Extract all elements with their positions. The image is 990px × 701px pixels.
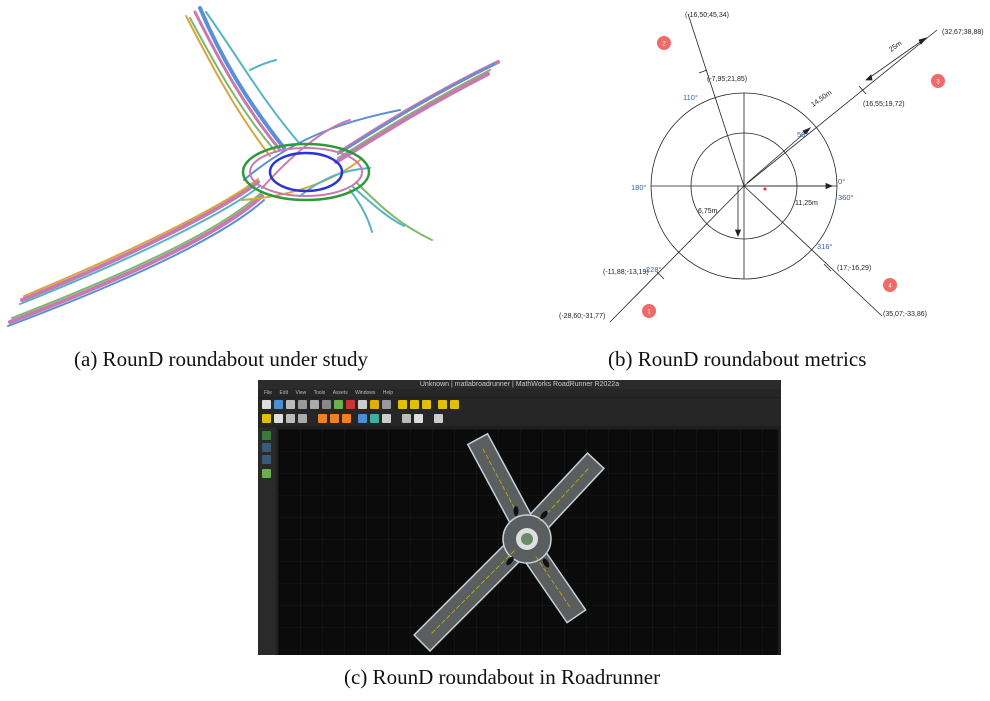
junction-icon[interactable]: [298, 400, 307, 409]
building-icon[interactable]: [342, 414, 351, 423]
roundabout-icon[interactable]: [286, 400, 295, 409]
caption-b: (b) RounD roundabout metrics: [608, 347, 867, 371]
svg-text:228°: 228°: [646, 265, 662, 274]
tree-icon[interactable]: [330, 414, 339, 423]
menu-edit[interactable]: Edit: [279, 390, 289, 396]
badge-2: 2: [662, 42, 666, 48]
svg-text:6,75m: 6,75m: [698, 208, 718, 215]
svg-text:14,50m: 14,50m: [810, 89, 833, 108]
lane-merge-icon[interactable]: [450, 400, 459, 409]
caption-a: (a) RounD roundabout under study: [74, 347, 368, 371]
lane-add-icon[interactable]: [410, 400, 419, 409]
badges: 2 3 1 4: [642, 36, 945, 318]
roundabout-scene: [278, 429, 778, 655]
svg-text:25m: 25m: [888, 40, 903, 54]
svg-text:(17;-16,29): (17;-16,29): [837, 265, 871, 272]
side-tool-3-icon[interactable]: [262, 455, 271, 464]
side-tool-1-icon[interactable]: [262, 431, 271, 440]
distance-labels: 25m 14,50m 11,25m 6,75m: [698, 40, 903, 215]
svg-text:360°: 360°: [838, 193, 854, 202]
svg-text:316°: 316°: [817, 242, 833, 251]
toolbar-row-1: [258, 398, 781, 412]
menu-tools[interactable]: Tools: [313, 390, 326, 396]
cone-icon[interactable]: [318, 414, 327, 423]
menu-help[interactable]: Help: [382, 390, 394, 396]
barrier-icon[interactable]: [298, 414, 307, 423]
coordinate-labels: (-16,50;45,34) (-7,95;21,85) (32,67;38,8…: [559, 12, 984, 320]
scenario-icon[interactable]: [370, 414, 379, 423]
menu-windows[interactable]: Windows: [355, 390, 376, 396]
lane-width-icon[interactable]: [398, 400, 407, 409]
surface-icon[interactable]: [334, 400, 343, 409]
svg-text:(-7,95;21,85): (-7,95;21,85): [707, 76, 747, 83]
anchor-icon[interactable]: [358, 414, 367, 423]
marking-icon[interactable]: [322, 400, 331, 409]
lane-icon[interactable]: [310, 400, 319, 409]
roadrunner-window: Unknown | matlabroadrunner | MathWorks R…: [258, 380, 781, 655]
elevation-icon[interactable]: [274, 414, 283, 423]
side-tool-2-icon[interactable]: [262, 443, 271, 452]
sign-icon[interactable]: [346, 400, 355, 409]
svg-text:110°: 110°: [683, 93, 698, 102]
settings-icon[interactable]: [434, 414, 443, 423]
menu-view[interactable]: View: [295, 390, 307, 396]
layer-icon[interactable]: [262, 414, 271, 423]
lane-form-icon[interactable]: [422, 400, 431, 409]
window-title: Unknown | matlabroadrunner | MathWorks R…: [258, 380, 781, 389]
svg-text:(16,55;19,72): (16,55;19,72): [863, 101, 905, 108]
svg-text:(35,07;-33,86): (35,07;-33,86): [883, 311, 927, 318]
terrain-icon[interactable]: [286, 414, 295, 423]
select-icon[interactable]: [262, 400, 271, 409]
menu-file[interactable]: File: [264, 390, 273, 396]
export-icon[interactable]: [402, 414, 411, 423]
lane-split-icon[interactable]: [438, 400, 447, 409]
svg-text:11,25m: 11,25m: [795, 200, 818, 207]
signal-icon[interactable]: [370, 400, 379, 409]
scene-canvas[interactable]: [278, 429, 778, 655]
trajectory-plot: [7, 6, 500, 327]
badge-1: 1: [647, 310, 651, 316]
menu-assets[interactable]: Assets: [332, 390, 348, 396]
crosswalk-icon[interactable]: [382, 400, 391, 409]
side-tool-4-icon[interactable]: [262, 469, 271, 478]
prop-icon[interactable]: [358, 400, 367, 409]
svg-text:(32,67;38,88): (32,67;38,88): [942, 29, 984, 36]
svg-text:180°: 180°: [631, 183, 647, 192]
svg-text:0°: 0°: [838, 177, 845, 186]
side-toolbar: [258, 427, 276, 655]
svg-text:(-11,88;-13,19): (-11,88;-13,19): [603, 269, 649, 276]
caption-c: (c) RounD roundabout in Roadrunner: [344, 665, 661, 689]
toolbar-row-2: [258, 412, 781, 426]
badge-4: 4: [888, 284, 892, 290]
road-tool-icon[interactable]: [274, 400, 283, 409]
stack-icon[interactable]: [414, 414, 423, 423]
svg-text:(-16,50;45,34): (-16,50;45,34): [685, 12, 729, 19]
metrics-diagram: 2 3 1 4 (-16,50;45,34) (-7,95;21,85) (32…: [559, 12, 984, 323]
badge-3: 3: [936, 80, 940, 86]
path-icon[interactable]: [382, 414, 391, 423]
svg-text:(-28,60;-31,77): (-28,60;-31,77): [559, 313, 605, 320]
menu-bar: File Edit View Tools Assets Windows Help: [258, 389, 781, 397]
svg-text:50°: 50°: [797, 130, 808, 139]
angle-labels: 110° 50° 0° 360° 180° 228° 316°: [631, 93, 854, 274]
